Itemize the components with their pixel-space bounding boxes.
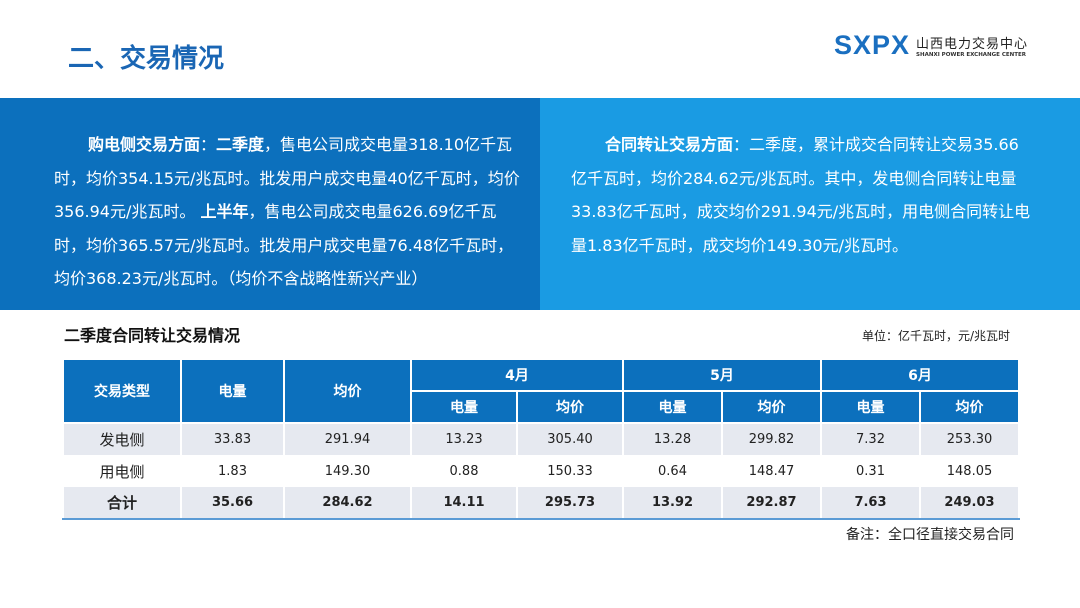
table-cell: 148.47	[721, 455, 822, 487]
subheader-price: 均价	[516, 390, 624, 424]
table-cell: 291.94	[283, 423, 412, 455]
table-cell: 13.28	[622, 423, 723, 455]
logo-cn: 山西电力交易中心	[916, 37, 1029, 52]
table-cell: 1.83	[180, 455, 285, 487]
table-cell: 14.11	[410, 487, 518, 520]
unit-label: 单位：亿千瓦时，元/兆瓦时	[861, 329, 1010, 343]
subheader-volume: 电量	[410, 390, 518, 424]
footnote: 备注：全口径直接交易合同	[846, 527, 1014, 543]
table-caption: 二季度合同转让交易情况	[64, 326, 241, 345]
row-label: 发电侧	[62, 423, 182, 455]
left-panel-bg	[0, 98, 540, 310]
logo: SXPX 山西电力交易中心 SHANXI POWER EXCHANGE CENT…	[834, 30, 1028, 61]
table-row: 用电侧 1.83 149.30 0.88 150.33 0.64 148.47 0.31 148…	[62, 455, 1020, 487]
paragraph-text: ，售电公司成交电量318.10亿千瓦时，均价354.15元/兆瓦时。批发用户成交…	[54, 135, 520, 221]
purchase-side-paragraph: 购电侧交易方面：二季度，售电公司成交电量318.10亿千瓦时，均价354.15元…	[54, 128, 528, 296]
table-cell: 149.30	[283, 455, 412, 487]
header-month: 6月	[820, 358, 1020, 392]
subheader-volume: 电量	[820, 390, 921, 424]
header-price: 均价	[283, 358, 412, 424]
table-cell: 13.23	[410, 423, 518, 455]
table-row: 发电侧 33.83 291.94 13.23 305.40 13.28 299.82 7.32…	[62, 423, 1020, 455]
table-cell: 0.64	[622, 455, 723, 487]
table-cell: 253.30	[919, 423, 1020, 455]
right-panel-bg	[540, 98, 1080, 310]
table-cell: 33.83	[180, 423, 285, 455]
logo-en: SHANXI POWER EXCHANGE CENTER	[916, 52, 1026, 58]
header-month: 5月	[622, 358, 822, 392]
row-label: 用电侧	[62, 455, 182, 487]
transfer-paragraph: 合同转让交易方面：二季度，累计成交合同转让交易35.66亿千瓦时，均价284.6…	[571, 128, 1031, 262]
table-cell: 13.92	[622, 487, 723, 520]
paragraph-text: ：二季度，累计成交合同转让交易35.66亿千瓦时，均价284.62元/兆瓦时。其…	[571, 135, 1031, 255]
table-cell: 249.03	[919, 487, 1020, 520]
header-volume: 电量	[180, 358, 285, 424]
paragraph-label: 购电侧交易方面	[88, 135, 201, 154]
transfer-table: 交易类型 电量 均价 4月 5月 6月 电量 均价 电量 均价 电量 均价 发电…	[62, 358, 1020, 520]
logo-mark: SXPX	[834, 30, 911, 60]
subheader-price: 均价	[919, 390, 1020, 424]
paragraph-label: 合同转让交易方面	[605, 135, 734, 154]
table-cell: 295.73	[516, 487, 624, 520]
table-cell: 299.82	[721, 423, 822, 455]
table-cell: 7.32	[820, 423, 921, 455]
paragraph-text: ，售电公司成交电量626.69亿千瓦时，均价365.57元/兆瓦时。批发用户成交…	[54, 202, 514, 288]
page-title: 二、交易情况	[68, 44, 225, 74]
table-cell: 0.88	[410, 455, 518, 487]
table-cell: 305.40	[516, 423, 624, 455]
header-month: 4月	[410, 358, 624, 392]
table-cell: 0.31	[820, 455, 921, 487]
table-row: 合计 35.66 284.62 14.11 295.73 13.92 292.87 7.63 2…	[62, 487, 1020, 520]
sep: ：	[200, 135, 217, 154]
table-cell: 7.63	[820, 487, 921, 520]
subheader-price: 均价	[721, 390, 822, 424]
table-cell: 284.62	[283, 487, 412, 520]
subheader-volume: 电量	[622, 390, 723, 424]
table-cell: 150.33	[516, 455, 624, 487]
table-cell: 292.87	[721, 487, 822, 520]
row-label: 合计	[62, 487, 182, 520]
table-cell: 35.66	[180, 487, 285, 520]
header-type: 交易类型	[62, 358, 182, 424]
q2-label: 二季度	[216, 135, 265, 154]
table-cell: 148.05	[919, 455, 1020, 487]
h1-label: 上半年	[200, 202, 249, 221]
